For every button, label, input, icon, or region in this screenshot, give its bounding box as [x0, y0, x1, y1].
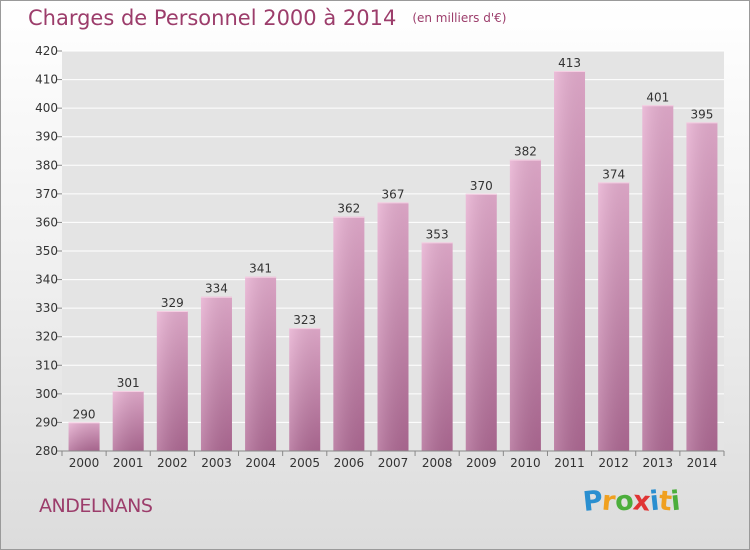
- x-tick-label: 2010: [510, 456, 541, 470]
- x-axis-ticks: 2000 2001 2002 2003 2004 2005 2006 2007 2008 2009…: [62, 451, 724, 470]
- data-label: 374: [602, 167, 625, 181]
- y-tick-label: 410: [35, 73, 58, 87]
- y-tick-label: 320: [35, 330, 58, 344]
- x-tick-label: 2009: [466, 456, 497, 470]
- y-tick-label: 420: [35, 44, 58, 58]
- y-tick-label: 290: [35, 415, 58, 429]
- bar-shade: [157, 311, 188, 451]
- y-tick-label: 400: [35, 101, 58, 115]
- x-tick-label: 2014: [687, 456, 718, 470]
- data-label: 301: [117, 376, 140, 390]
- y-tick-label: 280: [35, 444, 58, 458]
- bar-shade: [554, 71, 585, 451]
- x-tick-label: 2013: [643, 456, 674, 470]
- proxiti-logo[interactable]: Proxiti: [583, 486, 680, 517]
- bar-shade: [378, 202, 409, 451]
- bar-shade: [201, 297, 232, 451]
- bar-shade: [466, 194, 497, 451]
- data-label: 362: [337, 202, 360, 216]
- y-tick-label: 390: [35, 130, 58, 144]
- data-label: 395: [690, 107, 713, 121]
- data-label: 353: [426, 227, 449, 241]
- data-label: 413: [558, 56, 581, 70]
- x-tick-label: 2011: [554, 456, 585, 470]
- y-tick-label: 330: [35, 301, 58, 315]
- x-tick-label: 2000: [69, 456, 100, 470]
- bar-shade: [289, 328, 320, 451]
- data-label: 341: [249, 262, 272, 276]
- logo-letter: i: [670, 486, 682, 518]
- commune-name: ANDELNANS: [39, 495, 152, 517]
- data-label: 401: [646, 90, 669, 104]
- y-tick-label: 300: [35, 387, 58, 401]
- data-label: 367: [382, 187, 405, 201]
- data-label: 382: [514, 145, 537, 159]
- y-tick-label: 310: [35, 358, 58, 372]
- bar-shade: [69, 422, 100, 451]
- bar-shade: [245, 277, 276, 451]
- data-label: 323: [293, 313, 316, 327]
- y-tick-label: 350: [35, 244, 58, 258]
- y-tick-label: 370: [35, 187, 58, 201]
- x-tick-label: 2005: [289, 456, 320, 470]
- bar-shade: [598, 182, 629, 451]
- x-tick-label: 2012: [598, 456, 629, 470]
- data-label: 370: [470, 179, 493, 193]
- bar-shade: [686, 122, 717, 451]
- bar-shade: [333, 217, 364, 451]
- x-tick-label: 2006: [334, 456, 365, 470]
- x-tick-label: 2007: [378, 456, 409, 470]
- x-tick-label: 2008: [422, 456, 453, 470]
- y-axis-ticks: 280 290 300 310 320 330 340 350 360 370 380 390 400 4…: [35, 44, 62, 458]
- x-tick-label: 2004: [245, 456, 276, 470]
- x-tick-label: 2001: [113, 456, 144, 470]
- x-tick-label: 2002: [157, 456, 188, 470]
- bar-shade: [113, 391, 144, 451]
- y-tick-label: 340: [35, 273, 58, 287]
- x-tick-label: 2003: [201, 456, 232, 470]
- bar-shade: [422, 242, 453, 451]
- data-label: 329: [161, 296, 184, 310]
- bar-shade: [642, 105, 673, 451]
- y-tick-label: 380: [35, 158, 58, 172]
- data-label: 290: [73, 407, 96, 421]
- y-tick-label: 360: [35, 215, 58, 229]
- data-label: 334: [205, 282, 228, 296]
- bar-shade: [510, 160, 541, 451]
